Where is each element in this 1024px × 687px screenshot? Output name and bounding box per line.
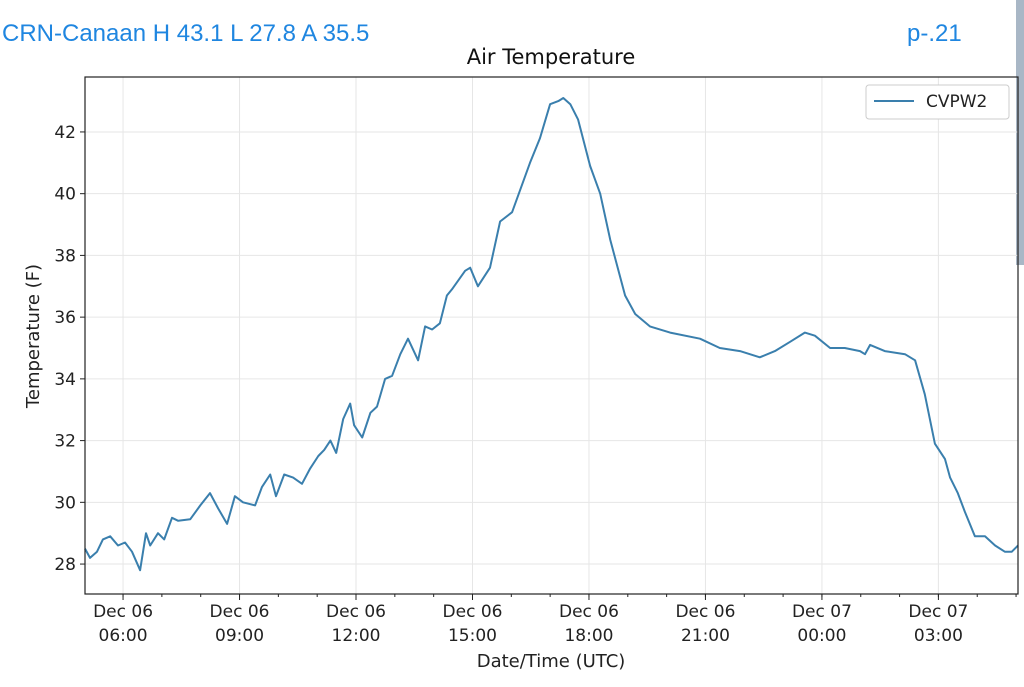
- x-tick-label-time: 12:00: [332, 626, 381, 646]
- series-line-cvpw2: [84, 97, 1019, 572]
- grid-lines: [85, 77, 1018, 594]
- y-tick-label: 40: [54, 185, 76, 205]
- legend-label-cvpw2: CVPW2: [926, 92, 987, 112]
- y-tick-label: 28: [54, 555, 76, 575]
- x-tick-label-date: Dec 06: [675, 602, 735, 622]
- x-tick-label-time: 00:00: [797, 626, 846, 646]
- y-tick-label: 36: [54, 308, 76, 328]
- y-axis-label: Temperature (F): [23, 264, 44, 409]
- y-tick-label: 42: [54, 123, 76, 143]
- x-tick-label-date: Dec 06: [443, 602, 503, 622]
- y-tick-label: 32: [54, 432, 76, 452]
- x-tick-label-date: Dec 06: [210, 602, 270, 622]
- side-panel-edge[interactable]: [1016, 0, 1024, 265]
- x-tick-label-date: Dec 07: [908, 602, 968, 622]
- x-tick-label-time: 09:00: [215, 626, 264, 646]
- series-layer: [84, 97, 1019, 572]
- x-tick-label-time: 15:00: [448, 626, 497, 646]
- chart-title: Air Temperature: [467, 45, 636, 69]
- plot-frame: [84, 76, 1019, 595]
- legend: CVPW2: [865, 84, 1010, 120]
- x-tick-label-date: Dec 06: [93, 602, 153, 622]
- x-tick-label-date: Dec 07: [792, 602, 852, 622]
- station-summary: CRN-Canaan H 43.1 L 27.8 A 35.5: [2, 20, 370, 47]
- x-tick-label-time: 06:00: [99, 626, 148, 646]
- x-tick-label-time: 18:00: [564, 626, 613, 646]
- axis-ticks: 28 30 32 34 36 38 40 42 Dec 06 06:00 Dec 06 09:00 De…: [54, 123, 1017, 646]
- y-tick-label: 30: [54, 493, 76, 513]
- legend-box: [865, 84, 1010, 120]
- x-tick-label-date: Dec 06: [559, 602, 619, 622]
- page-indicator: p-.21: [907, 20, 962, 47]
- y-tick-label: 34: [54, 370, 76, 390]
- x-tick-label-time: 03:00: [914, 626, 963, 646]
- y-tick-label: 38: [54, 246, 76, 266]
- x-tick-label-time: 21:00: [681, 626, 730, 646]
- x-axis-label: Date/Time (UTC): [477, 651, 626, 672]
- x-tick-label-date: Dec 06: [326, 602, 386, 622]
